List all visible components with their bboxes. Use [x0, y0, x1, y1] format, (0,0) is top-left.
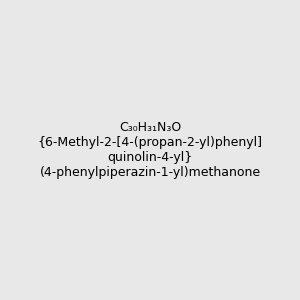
Text: C₃₀H₃₁N₃O
{6-Methyl-2-[4-(propan-2-yl)phenyl]
quinolin-4-yl}
(4-phenylpiperazin-: C₃₀H₃₁N₃O {6-Methyl-2-[4-(propan-2-yl)ph…: [38, 121, 262, 179]
